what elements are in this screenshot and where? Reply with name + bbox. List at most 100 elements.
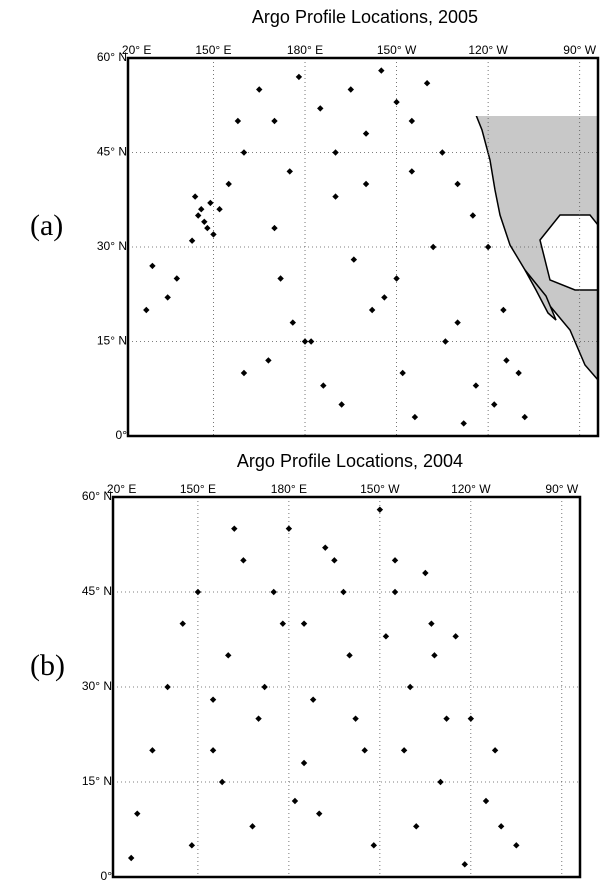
y-tick-label: 0° — [101, 869, 113, 881]
profile-marker — [173, 275, 181, 282]
x-tick-label: 150° E — [180, 482, 216, 496]
profile-marker — [207, 199, 214, 207]
profile-marker — [411, 413, 419, 421]
y-tick-label: 45° N — [97, 145, 127, 159]
profile-marker — [270, 588, 277, 596]
profile-marker — [469, 212, 477, 219]
profile-marker — [240, 557, 247, 564]
profile-marker — [271, 224, 278, 232]
landmass — [113, 497, 580, 821]
profile-marker — [309, 696, 317, 703]
x-tick-label: 90° W — [545, 482, 578, 496]
profile-marker — [393, 98, 400, 106]
profile-marker — [439, 149, 446, 156]
profile-marker — [454, 319, 461, 326]
profile-marker — [209, 696, 217, 703]
profile-marker — [256, 86, 263, 93]
profile-marker — [316, 810, 323, 817]
profile-marker — [391, 588, 399, 596]
profile-marker — [391, 557, 399, 564]
profile-marker — [295, 73, 303, 81]
profile-marker — [491, 401, 498, 408]
landmass — [256, 116, 599, 381]
profile-marker — [240, 369, 248, 377]
profile-marker — [346, 652, 353, 659]
profile-marker — [467, 715, 475, 722]
profile-marker — [279, 620, 287, 627]
profile-marker — [400, 747, 408, 754]
profile-marker — [179, 620, 186, 627]
profile-marker — [422, 569, 429, 577]
panel-title: Argo Profile Locations, 2005 — [252, 7, 478, 27]
x-tick-label: 150° W — [360, 482, 400, 496]
profile-marker — [291, 797, 299, 805]
profile-marker — [194, 588, 202, 596]
profile-marker — [428, 620, 435, 627]
profile-marker — [491, 747, 499, 754]
profile-marker — [164, 294, 171, 301]
profile-marker — [370, 842, 377, 849]
profile-marker — [500, 306, 507, 314]
profile-marker — [408, 117, 416, 125]
profile-marker — [376, 506, 384, 513]
y-tick-label: 15° N — [97, 334, 127, 348]
panel-label: (a) — [30, 209, 63, 242]
x-tick-label: 120° W — [451, 482, 491, 496]
profile-marker — [362, 180, 370, 188]
profile-marker — [331, 557, 338, 564]
y-tick-label: 45° N — [82, 584, 112, 598]
profile-marker — [300, 620, 308, 627]
y-tick-label: 0° — [116, 428, 128, 442]
profile-marker — [301, 338, 309, 345]
profile-marker — [442, 338, 449, 345]
profile-marker — [134, 810, 141, 817]
profile-marker — [261, 683, 268, 691]
profile-marker — [289, 319, 297, 326]
profile-marker — [381, 294, 388, 301]
profile-marker — [240, 149, 248, 156]
profile-marker — [201, 218, 208, 225]
profile-marker — [503, 357, 510, 364]
profile-marker — [338, 401, 345, 408]
profile-marker — [265, 357, 272, 364]
profile-marker — [423, 80, 431, 87]
profile-marker — [307, 338, 315, 345]
profile-marker — [361, 747, 368, 754]
panel-title: Argo Profile Locations, 2004 — [237, 451, 463, 471]
profile-marker — [149, 747, 156, 754]
profile-marker — [210, 231, 217, 238]
profile-marker — [225, 180, 232, 188]
profile-marker — [127, 854, 135, 862]
profile-marker — [225, 652, 232, 659]
profile-marker — [515, 369, 522, 377]
profile-marker — [164, 683, 171, 691]
panel: Argo Profile Locations, 2004 (b) 20° E 150°… — [30, 451, 582, 881]
profile-marker — [350, 256, 358, 263]
profile-marker — [300, 759, 308, 767]
profile-marker — [194, 212, 202, 219]
profile-marker — [362, 130, 370, 137]
profile-marker — [443, 715, 450, 722]
profile-marker — [452, 633, 459, 640]
x-tick-label: 180° E — [271, 482, 307, 496]
profile-marker — [143, 306, 150, 314]
profile-marker — [340, 588, 347, 596]
profile-marker — [352, 715, 359, 722]
x-tick-label: 150° W — [377, 43, 417, 57]
profile-marker — [320, 382, 327, 389]
profile-marker — [188, 237, 196, 244]
profile-marker — [521, 413, 528, 421]
profile-marker — [188, 842, 196, 849]
profile-marker — [431, 652, 438, 659]
profile-marker — [198, 206, 205, 213]
profile-marker — [277, 275, 284, 282]
profile-marker — [216, 206, 223, 213]
x-tick-label: 90° W — [563, 43, 596, 57]
profile-marker — [399, 369, 406, 377]
profile-marker — [317, 105, 324, 112]
profile-marker — [209, 747, 217, 754]
profile-marker — [513, 842, 520, 849]
profile-marker — [454, 180, 461, 188]
profile-marker — [484, 243, 492, 251]
